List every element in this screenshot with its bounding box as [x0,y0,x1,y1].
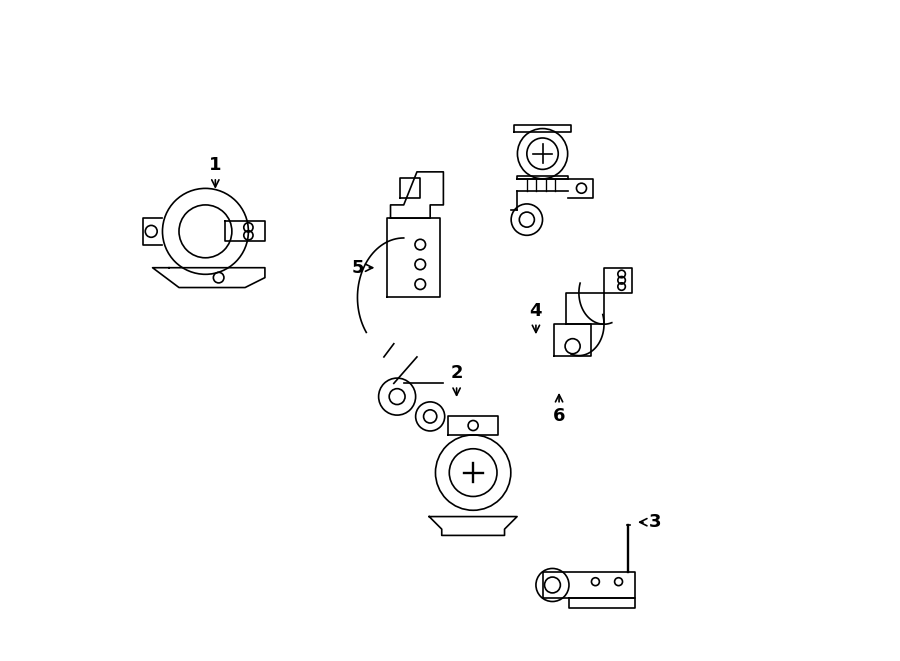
Text: 5: 5 [351,258,373,277]
Text: 1: 1 [209,156,221,187]
Text: 3: 3 [640,513,662,531]
Text: 4: 4 [530,301,542,332]
Text: 6: 6 [553,395,565,426]
Text: 2: 2 [450,364,463,395]
